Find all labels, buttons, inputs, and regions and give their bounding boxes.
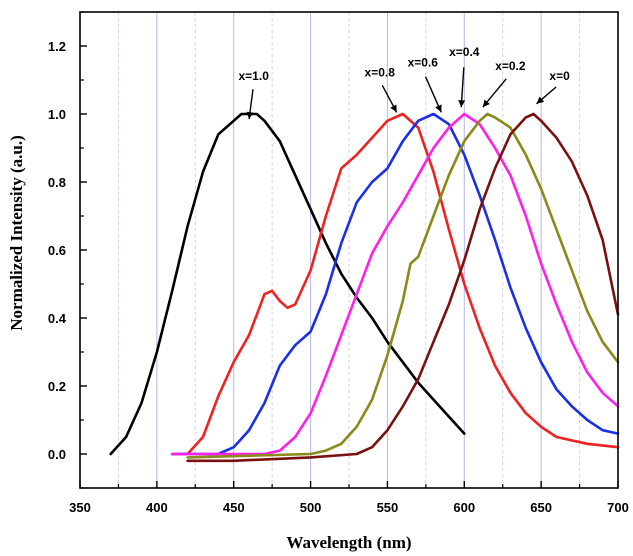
series-line-x-0-6: [170, 112, 620, 456]
annotation-label: x=1.0: [239, 69, 270, 83]
x-tick-label: 600: [453, 500, 475, 515]
x-tick-label: 650: [530, 500, 552, 515]
series-group: [109, 112, 620, 463]
y-axis-title: Normalized Intensity (a.u.): [7, 135, 26, 330]
annotation-label: x=0.4: [449, 45, 480, 59]
annotation-label: x=0.2: [495, 59, 526, 73]
annotation-label: x=0: [549, 69, 570, 83]
y-tick-label: 0.6: [48, 243, 66, 258]
series-line-x-1-0: [109, 112, 466, 456]
x-tick-label: 350: [69, 500, 91, 515]
series-line-x-0: [186, 112, 620, 463]
axes-group: 350 400 450 500 550 600 650 700 0.0 0.2 0.4 0.6 0.8 1…: [48, 11, 629, 515]
annotation-label: x=0.8: [365, 66, 396, 80]
annotations-group: x=1.0 x=0.8 x=0.6 x=0.4 x=0.2 x=0: [239, 45, 570, 120]
annotation-arrowhead: [435, 104, 442, 113]
annotation-label: x=0.6: [408, 55, 439, 69]
y-tick-label: 0.2: [48, 379, 66, 394]
y-tick-label: 0.4: [48, 311, 67, 326]
y-tick-label: 0.8: [48, 175, 66, 190]
x-tick-label: 400: [146, 500, 168, 515]
y-tick-label: 0.0: [48, 447, 66, 462]
x-tick-label: 550: [377, 500, 399, 515]
y-tick-label: 1.0: [48, 107, 66, 122]
annotation-arrowhead: [482, 99, 490, 108]
x-tick-label: 450: [223, 500, 245, 515]
annotation-arrowhead: [390, 104, 397, 113]
x-tick-label: 700: [607, 500, 629, 515]
grid-lines: [117, 12, 581, 488]
annotation-arrowhead: [536, 96, 545, 104]
series-line-x-0-8: [170, 112, 620, 456]
x-axis-title: Wavelength (nm): [286, 533, 411, 552]
series-line-x-0-4: [170, 112, 620, 456]
y-tick-label: 1.2: [48, 39, 66, 54]
annotation-arrowhead: [458, 99, 466, 108]
annotation-arrowhead: [246, 111, 254, 120]
x-tick-label: 500: [300, 500, 322, 515]
series-line-x-0-2: [186, 112, 620, 459]
